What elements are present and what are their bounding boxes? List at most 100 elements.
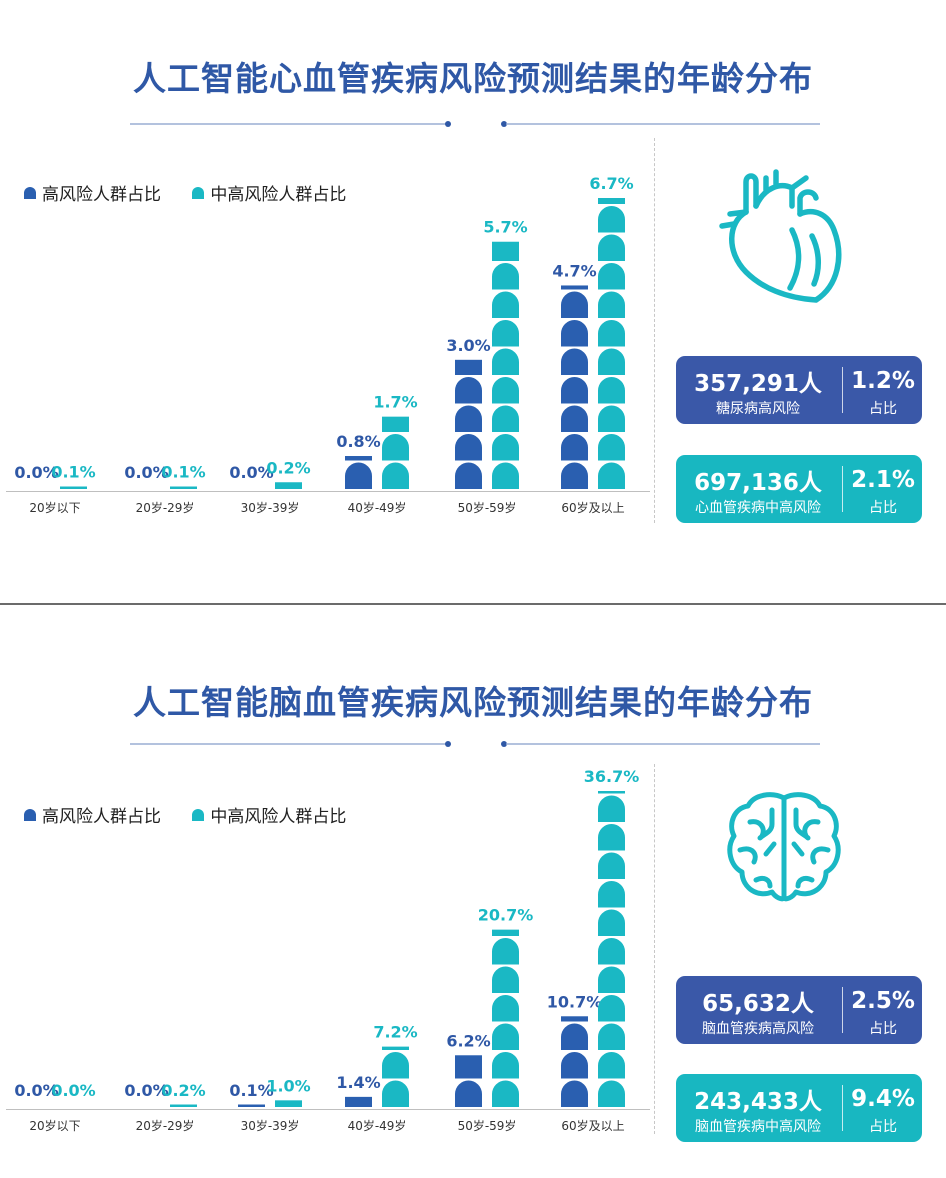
bar-segment xyxy=(492,320,519,347)
bar-high xyxy=(561,285,588,489)
bar-segment xyxy=(492,462,519,489)
bar-high xyxy=(345,456,372,489)
bar-high xyxy=(345,1096,372,1107)
bar-segment xyxy=(345,462,372,489)
x-tick-label: 20岁-29岁 xyxy=(136,1118,195,1133)
bar-segment xyxy=(561,1016,588,1022)
data-label: 0.0% xyxy=(124,463,168,482)
bar-segment xyxy=(561,434,588,461)
x-tick-label: 20岁以下 xyxy=(29,1118,80,1133)
legend-label-high: 高风险人群占比 xyxy=(42,185,161,205)
data-label: 6.7% xyxy=(589,174,633,193)
bar-segment xyxy=(455,405,482,432)
bar-segment xyxy=(598,824,625,851)
bar-segment xyxy=(598,966,625,993)
x-tick-label: 50岁-59岁 xyxy=(458,500,517,515)
x-tick-label: 40岁-49岁 xyxy=(348,500,407,515)
bar-segment xyxy=(492,377,519,404)
bar-segment xyxy=(561,320,588,347)
bar-segment xyxy=(170,486,197,489)
bar-segment xyxy=(561,1052,588,1079)
bar-segment xyxy=(561,285,588,290)
stat-percent: 2.1% xyxy=(851,467,915,493)
bar-segment xyxy=(382,1080,409,1107)
brain-icon xyxy=(727,792,841,902)
bar-segment xyxy=(492,405,519,432)
data-label: 6.2% xyxy=(446,1031,490,1050)
stat-percent: 2.5% xyxy=(851,988,915,1014)
title-underline-decoration xyxy=(130,121,820,127)
data-label: 1.7% xyxy=(373,393,417,412)
bar-segment xyxy=(598,291,625,318)
bar-segment xyxy=(492,938,519,965)
bar-segment xyxy=(598,881,625,908)
data-label: 5.7% xyxy=(483,218,527,237)
cerebrovascular-bar-chart: 20岁以下0.0%0.0%20岁-29岁0.0%0.2%30岁-39岁0.1%1… xyxy=(6,767,650,1133)
bar-midhigh xyxy=(60,486,87,489)
data-label: 0.2% xyxy=(161,1081,205,1100)
data-label: 0.0% xyxy=(229,463,273,482)
x-tick-label: 50岁-59岁 xyxy=(458,1118,517,1133)
bar-segment xyxy=(492,291,519,318)
bar-segment xyxy=(455,377,482,404)
bar-segment xyxy=(561,405,588,432)
stat-percent: 1.2% xyxy=(851,368,915,394)
bar-segment xyxy=(455,434,482,461)
bar-segment xyxy=(598,1080,625,1107)
stat-count: 243,433人 xyxy=(694,1089,822,1115)
chart-legend: 高风险人群占比 中高风险人群占比 xyxy=(24,180,372,205)
bar-midhigh xyxy=(598,198,625,489)
cardiovascular-bar-chart: 20岁以下0.0%0.1%20岁-29岁0.0%0.1%30岁-39岁0.0%0… xyxy=(6,174,650,515)
bar-segment xyxy=(492,434,519,461)
legend-swatch-high xyxy=(24,186,36,199)
bar-segment xyxy=(238,1104,265,1107)
stat-percent-label: 占比 xyxy=(869,500,897,516)
stat-percent-label: 占比 xyxy=(869,1021,897,1037)
data-label: 4.7% xyxy=(552,261,596,280)
bar-segment xyxy=(561,462,588,489)
bar-midhigh xyxy=(170,1104,197,1107)
data-label: 0.0% xyxy=(51,1081,95,1100)
bar-segment xyxy=(345,1096,372,1107)
legend-swatch-midhigh xyxy=(192,808,205,821)
bar-segment xyxy=(598,234,625,261)
bar-segment xyxy=(561,291,588,318)
stat-count: 65,632人 xyxy=(702,991,814,1017)
bar-segment xyxy=(598,791,625,794)
bar-segment xyxy=(492,995,519,1022)
bar-segment xyxy=(598,320,625,347)
bar-segment xyxy=(598,909,625,936)
legend-item-midhigh: 中高风险人群占比 xyxy=(192,802,346,827)
bar-segment xyxy=(561,348,588,375)
data-label: 0.1% xyxy=(161,463,205,482)
panel-separator xyxy=(654,138,655,523)
legend-label-high: 高风险人群占比 xyxy=(42,807,161,827)
page-title: 人工智能脑血管疾病风险预测结果的年龄分布 xyxy=(133,683,813,722)
section-divider xyxy=(0,603,946,605)
heart-icon xyxy=(719,169,842,303)
x-tick-label: 40岁-49岁 xyxy=(348,1118,407,1133)
bar-midhigh xyxy=(598,791,625,1107)
bar-segment xyxy=(382,416,409,432)
x-tick-label: 60岁及以上 xyxy=(561,1118,624,1133)
bar-segment xyxy=(598,405,625,432)
bar-segment xyxy=(598,938,625,965)
bar-segment xyxy=(598,206,625,233)
cerebrovascular-panel: 人工智能脑血管疾病风险预测结果的年龄分布 高风险人群占比 中高风险人群占比 20… xyxy=(0,608,946,1178)
bar-segment xyxy=(492,1052,519,1079)
stat-percent-label: 占比 xyxy=(869,401,897,417)
data-label: 7.2% xyxy=(373,1023,417,1042)
stat-card-diabetes-high: 357,291人 糖尿病高风险 1.2% 占比 xyxy=(676,356,922,424)
bar-high xyxy=(455,359,482,489)
stat-card-cardio-midhigh: 697,136人 心血管疾病中高风险 2.1% 占比 xyxy=(676,455,922,523)
bar-segment xyxy=(598,263,625,290)
data-label: 0.0% xyxy=(14,1081,58,1100)
x-tick-label: 30岁-39岁 xyxy=(241,1118,300,1133)
stat-percent-label: 占比 xyxy=(869,1119,897,1135)
stat-divider xyxy=(842,367,843,413)
data-label: 0.1% xyxy=(229,1081,273,1100)
x-tick-label: 20岁以下 xyxy=(29,500,80,515)
legend-swatch-midhigh xyxy=(192,186,205,199)
bar-segment xyxy=(455,1055,482,1079)
bar-midhigh xyxy=(382,416,409,489)
